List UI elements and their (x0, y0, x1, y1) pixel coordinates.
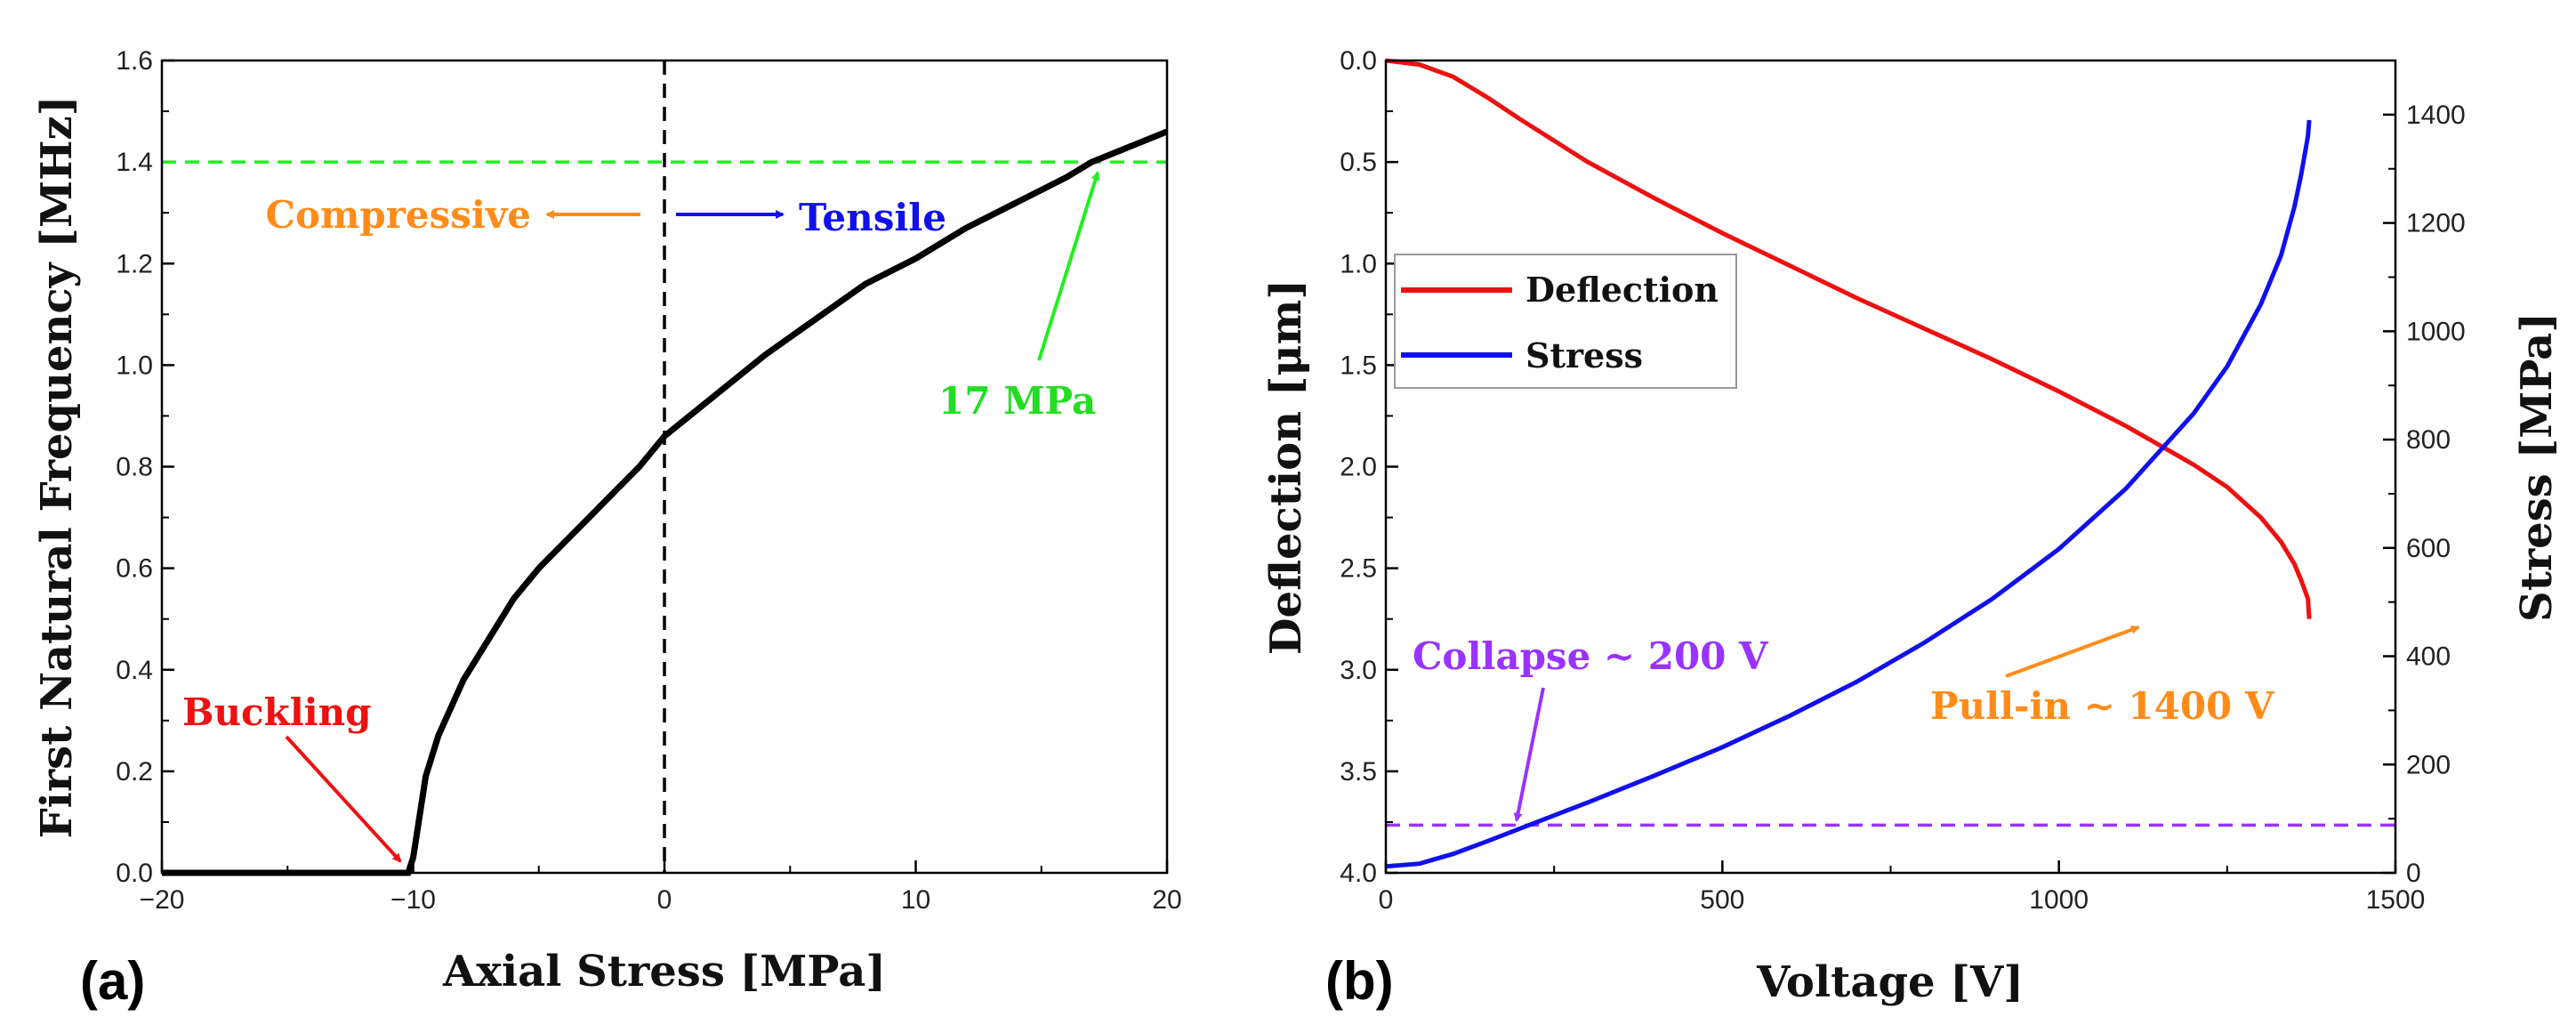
buckling-arrow (285, 735, 402, 863)
compressive-label: Compressive (266, 193, 531, 237)
chart-b-frame (1384, 59, 2397, 875)
chart-a-ytick-label: 1.4 (116, 148, 153, 177)
panel-a-label: (a) (80, 951, 145, 1011)
chart-b-xlabel: Voltage [V] (1756, 957, 2024, 1007)
collapse-arrow (1513, 687, 1545, 822)
chart-a-ytick-label: 1.6 (116, 46, 153, 76)
chart-a-xtick-label: −10 (390, 885, 436, 915)
legend-deflection-label: Deflection (1525, 270, 1719, 310)
chart-a: −20 −10 0 10 20 0.0 0.2 0.4 0.6 0.8 1.0 1.2 1.4 1.6 C… (32, 46, 1182, 1011)
chart-b-xtick-label: 500 (1700, 885, 1744, 915)
deflection-curve (1385, 58, 2312, 619)
chart-a-ylabel: First Natural Frequency [MHz] (32, 96, 82, 839)
chart-b-ytick-label: 4.0 (1340, 859, 1377, 888)
chart-b-ytick-label: 0.0 (1340, 46, 1377, 76)
chart-a-xtick-label: 0 (657, 885, 672, 915)
chart-a-ytick-label: 0.0 (116, 859, 153, 888)
chart-b-xtick-label: 1000 (2029, 885, 2089, 915)
legend-stress-label: Stress (1525, 335, 1643, 375)
panel-b-label: (b) (1325, 951, 1394, 1011)
chart-b-y2tick-label: 400 (2406, 642, 2451, 672)
legend: Deflection Stress (1394, 254, 1737, 389)
chart-b-y2tick-label: 1000 (2406, 317, 2466, 346)
tensile-label: Tensile (799, 196, 946, 239)
chart-b-y2tick-label: 0 (2406, 859, 2421, 888)
chart-a-ytick-label: 1.0 (116, 351, 153, 380)
chart-b-ytick-label: 2.5 (1340, 554, 1377, 584)
chart-b-ytick-label: 2.0 (1340, 453, 1377, 482)
chart-a-xtick-label: −20 (140, 885, 185, 915)
chart-b-y2tick-label: 200 (2406, 750, 2451, 779)
chart-b-ytick-label: 1.5 (1340, 351, 1377, 380)
frequency-curve (162, 128, 1169, 876)
chart-b-ytick-label: 1.0 (1340, 249, 1377, 278)
chart-b-ytick-label: 0.5 (1340, 148, 1377, 177)
chart-b-ytick-label: 3.5 (1340, 757, 1377, 787)
chart-b-ytick-label: 3.0 (1340, 656, 1377, 685)
chart-b-y2tick-label: 1200 (2406, 209, 2466, 238)
chart-a-xtick-label: 20 (1152, 885, 1181, 915)
chart-b-xtick-label: 1500 (2366, 885, 2426, 915)
chart-a-ytick-label: 0.2 (116, 757, 153, 787)
chart-a-ytick-label: 1.2 (116, 249, 153, 278)
17mpa-arrow (1037, 171, 1100, 361)
chart-b-y2tick-label: 800 (2406, 425, 2451, 455)
chart-b-y2tick-label: 1400 (2406, 101, 2466, 130)
stress-curve (1385, 119, 2312, 869)
chart-a-frame (160, 59, 1169, 875)
chart-b-y2tick-label: 600 (2406, 534, 2451, 563)
chart-a-ytick-label: 0.6 (116, 554, 153, 584)
chart-b-y2label: Stress [MPa] (2512, 312, 2562, 622)
chart-a-ytick-label: 0.8 (116, 453, 153, 482)
chart-b-ylabel: Deflection [μm] (1261, 279, 1311, 655)
chart-b-xtick-label: 0 (1379, 885, 1394, 915)
chart-a-xlabel: Axial Stress [MPa] (442, 947, 886, 997)
buckling-label: Buckling (182, 690, 372, 734)
chart-a-ytick-label: 0.4 (116, 656, 153, 685)
pullin-label: Pull-in ~ 1400 V (1930, 684, 2275, 728)
collapse-label: Collapse ~ 200 V (1413, 634, 1769, 678)
pullin-arrow (2005, 625, 2140, 678)
17mpa-label: 17 MPa (938, 379, 1096, 423)
legend-box (1394, 254, 1737, 389)
chart-a-xtick-label: 10 (901, 885, 930, 915)
